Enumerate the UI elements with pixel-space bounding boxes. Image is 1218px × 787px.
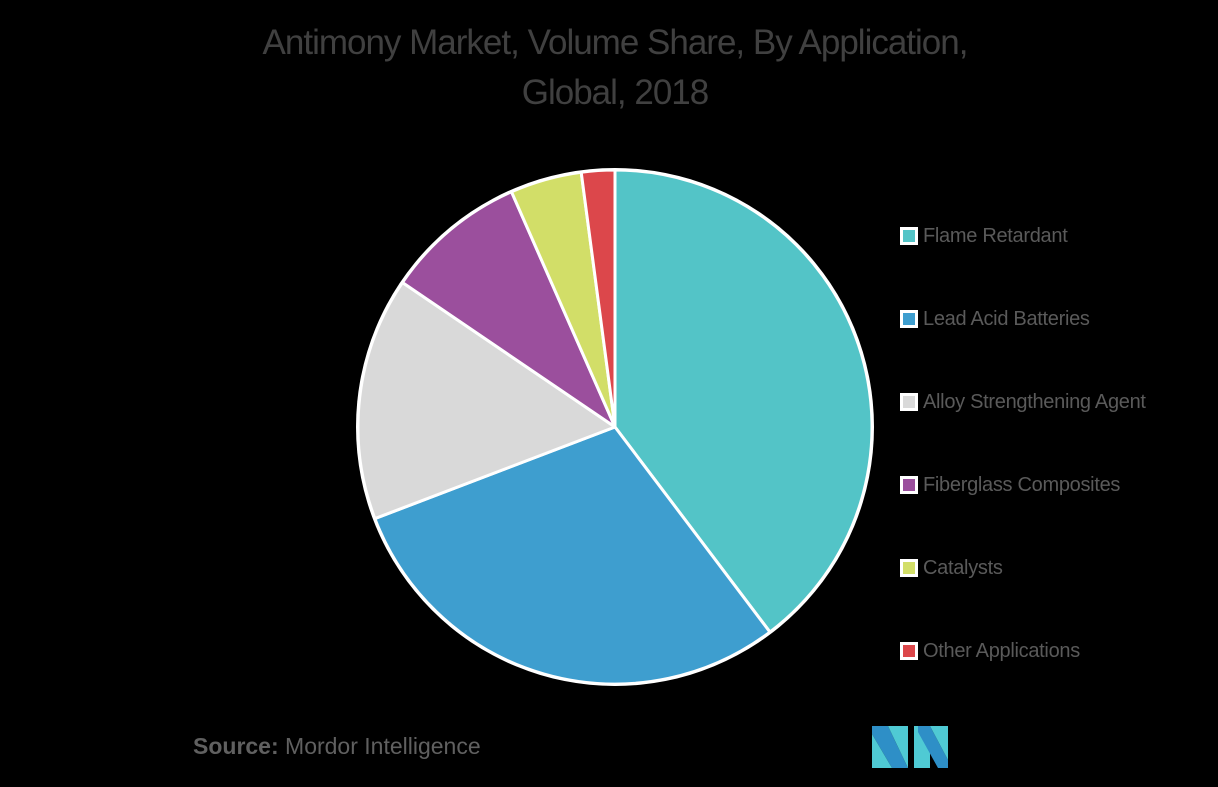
legend-label: Flame Retardant (923, 224, 1068, 247)
chart-title: Antimony Market, Volume Share, By Applic… (0, 18, 1218, 118)
chart-legend: Flame Retardant Lead Acid Batteries Allo… (900, 222, 1146, 720)
pie-slice-alloy-strengthening-agent (356, 281, 617, 521)
legend-item-catalysts: Catalysts (900, 554, 1146, 582)
legend-label: Alloy Strengthening Agent (923, 390, 1146, 413)
mordor-intelligence-logo-icon (872, 726, 948, 768)
legend-item-lead-acid-batteries: Lead Acid Batteries (900, 305, 1146, 333)
legend-item-flame-retardant: Flame Retardant (900, 222, 1146, 250)
legend-item-other-applications: Other Applications (900, 637, 1146, 665)
chart-title-line-2: Global, 2018 (521, 73, 709, 112)
legend-swatch-icon (900, 559, 918, 577)
pie-slice-lead-acid-batteries (373, 425, 772, 686)
pie-slice-flame-retardant (613, 168, 874, 634)
legend-item-alloy-strengthening-agent: Alloy Strengthening Agent (900, 388, 1146, 416)
legend-label: Fiberglass Composites (923, 473, 1121, 496)
legend-swatch-icon (900, 310, 918, 328)
source-value: Mordor Intelligence (285, 733, 481, 759)
legend-swatch-icon (900, 393, 918, 411)
legend-swatch-icon (900, 227, 918, 245)
legend-label: Lead Acid Batteries (923, 307, 1090, 330)
legend-label: Catalysts (923, 556, 1003, 579)
source-label: Source: (193, 733, 279, 759)
legend-item-fiberglass-composites: Fiberglass Composites (900, 471, 1146, 499)
pie-slice-fiberglass-composites (400, 190, 617, 429)
legend-label: Other Applications (923, 639, 1080, 662)
chart-title-line-1: Antimony Market, Volume Share, By Applic… (262, 23, 969, 62)
pie-slice-other-applications (579, 168, 617, 429)
legend-swatch-icon (900, 642, 918, 660)
legend-swatch-icon (900, 476, 918, 494)
source-note: Source: Mordor Intelligence (193, 733, 481, 760)
